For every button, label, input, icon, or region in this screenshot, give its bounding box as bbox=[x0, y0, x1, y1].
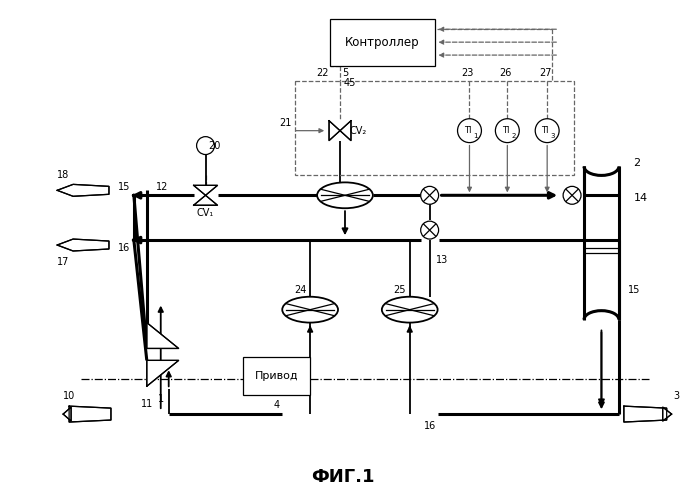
Text: 15: 15 bbox=[118, 182, 130, 192]
Circle shape bbox=[495, 118, 519, 142]
Polygon shape bbox=[69, 406, 111, 422]
Text: CV₂: CV₂ bbox=[349, 126, 366, 136]
Text: TI: TI bbox=[464, 126, 471, 135]
Ellipse shape bbox=[382, 296, 438, 322]
Polygon shape bbox=[193, 196, 217, 205]
Polygon shape bbox=[147, 360, 178, 386]
Bar bbox=[244, 358, 310, 395]
Polygon shape bbox=[340, 120, 351, 141]
Circle shape bbox=[535, 118, 559, 142]
Text: 13: 13 bbox=[436, 255, 448, 265]
Bar bbox=[295, 81, 574, 176]
Polygon shape bbox=[57, 184, 109, 196]
Circle shape bbox=[421, 186, 438, 204]
Text: 24: 24 bbox=[294, 285, 307, 295]
Text: 3: 3 bbox=[674, 391, 680, 401]
Text: 45: 45 bbox=[344, 78, 356, 88]
Polygon shape bbox=[147, 322, 178, 348]
Polygon shape bbox=[63, 407, 71, 421]
Text: 21: 21 bbox=[279, 118, 292, 128]
Circle shape bbox=[197, 136, 215, 154]
Text: 3: 3 bbox=[551, 132, 556, 138]
Text: TI: TI bbox=[501, 126, 509, 135]
Text: 2: 2 bbox=[511, 132, 515, 138]
Text: 23: 23 bbox=[461, 68, 473, 78]
Text: 16: 16 bbox=[118, 243, 130, 253]
Circle shape bbox=[421, 221, 438, 239]
Text: 1: 1 bbox=[473, 132, 477, 138]
Text: TI: TI bbox=[541, 126, 549, 135]
Text: ФИГ.1: ФИГ.1 bbox=[311, 468, 375, 485]
Bar bbox=[330, 20, 435, 66]
Text: 27: 27 bbox=[539, 68, 552, 78]
Text: 15: 15 bbox=[628, 285, 640, 295]
Text: 4: 4 bbox=[274, 400, 280, 410]
Circle shape bbox=[458, 118, 482, 142]
Text: 14: 14 bbox=[634, 194, 648, 203]
Ellipse shape bbox=[317, 182, 373, 208]
Text: 2: 2 bbox=[633, 158, 640, 168]
Text: 26: 26 bbox=[499, 68, 512, 78]
Text: 18: 18 bbox=[57, 170, 69, 180]
Polygon shape bbox=[663, 407, 672, 421]
Ellipse shape bbox=[282, 296, 338, 322]
Text: 5: 5 bbox=[342, 68, 348, 78]
Text: 25: 25 bbox=[394, 285, 406, 295]
Text: 17: 17 bbox=[57, 257, 69, 267]
Text: 11: 11 bbox=[141, 399, 153, 409]
Text: 20: 20 bbox=[209, 140, 221, 150]
Polygon shape bbox=[57, 239, 109, 251]
Text: Привод: Привод bbox=[255, 372, 298, 382]
Text: 22: 22 bbox=[316, 68, 329, 78]
Polygon shape bbox=[193, 186, 217, 196]
Polygon shape bbox=[624, 406, 667, 422]
Text: 12: 12 bbox=[156, 182, 168, 192]
Text: 1: 1 bbox=[158, 394, 164, 404]
Circle shape bbox=[563, 186, 581, 204]
Text: 10: 10 bbox=[63, 391, 75, 401]
Text: Контроллер: Контроллер bbox=[345, 36, 420, 49]
Polygon shape bbox=[329, 120, 340, 141]
Text: CV₁: CV₁ bbox=[197, 208, 214, 218]
Text: 16: 16 bbox=[423, 421, 436, 431]
